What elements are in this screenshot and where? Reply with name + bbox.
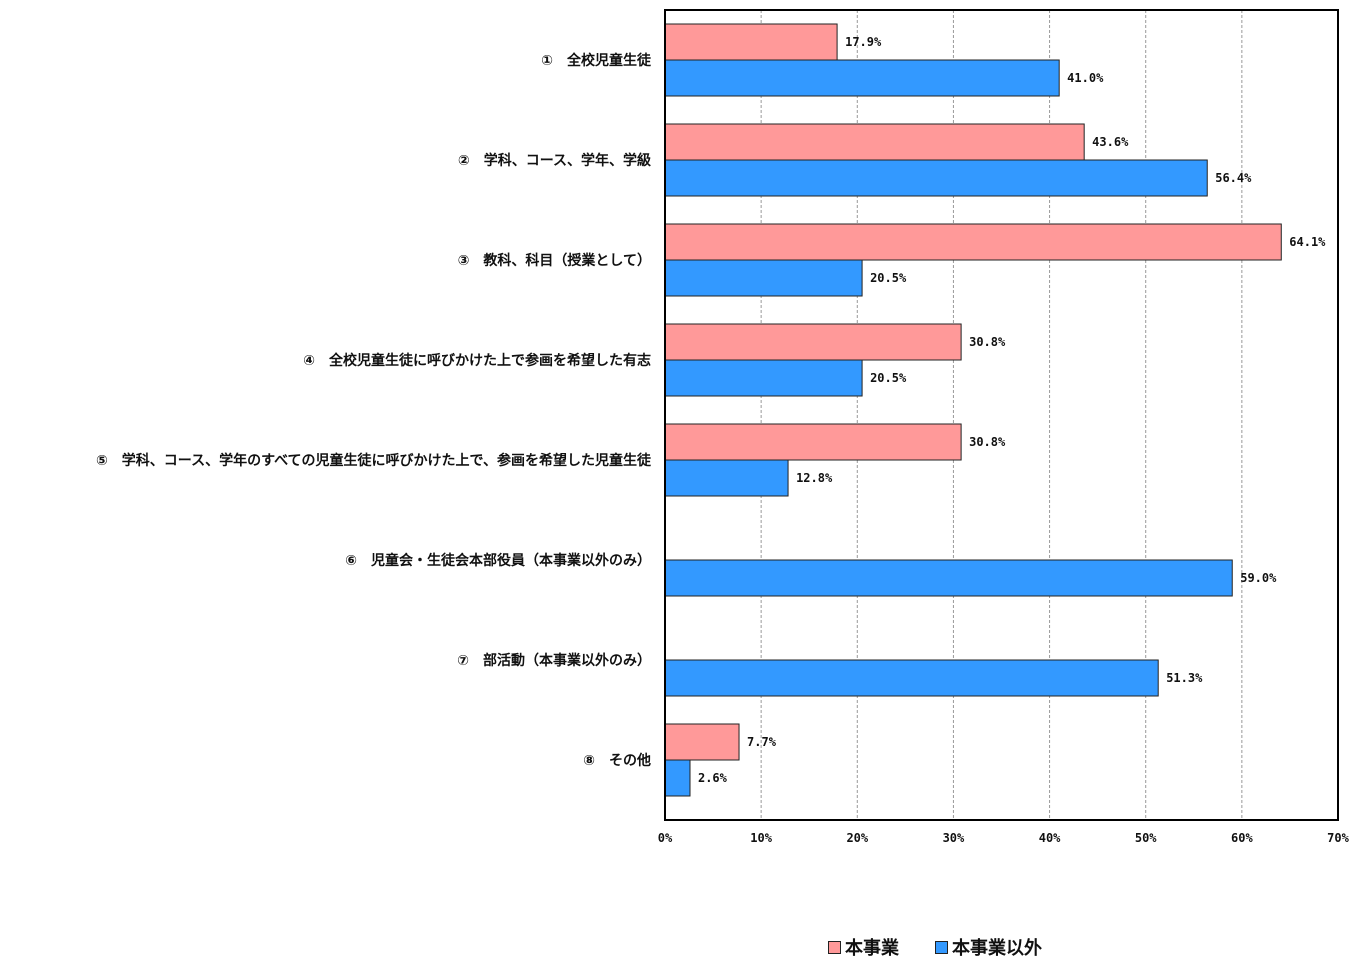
legend-label: 本事業以外 — [952, 938, 1042, 959]
category-label: ④ 全校児童生徒に呼びかけた上で参画を希望した有志 — [303, 352, 651, 369]
legend-item-series-2: 本事業以外 — [935, 934, 1042, 960]
bar-series-2 — [664, 159, 1208, 197]
category-label: ⑥ 児童会・生徒会本部役員（本事業以外のみ） — [345, 552, 651, 569]
data-label: 20.5% — [870, 271, 907, 285]
bar-series-2 — [664, 359, 863, 397]
bar-series-1 — [664, 323, 962, 361]
bar-series-2 — [664, 59, 1060, 97]
category-label: ⑤ 学科、コース、学年のすべての児童生徒に呼びかけた上で、参画を希望した児童生徒 — [96, 452, 652, 469]
x-tick-label: 10% — [750, 831, 772, 845]
bar-series-1 — [664, 423, 962, 461]
data-label: 20.5% — [870, 371, 907, 385]
legend-item-series-1: 本事業 — [828, 934, 899, 960]
plot-area-frame — [664, 9, 1339, 821]
bar-series-1 — [664, 723, 740, 761]
x-tick-label: 40% — [1039, 831, 1061, 845]
bar-series-2 — [664, 259, 863, 297]
bar-series-2 — [664, 659, 1159, 697]
legend: 本事業 本事業以外 — [828, 934, 1042, 960]
x-tick-label: 0% — [658, 831, 673, 845]
bar-series-2 — [664, 559, 1233, 597]
x-tick-label: 50% — [1135, 831, 1157, 845]
x-tick-label: 20% — [846, 831, 868, 845]
bar-series-2 — [664, 759, 691, 797]
data-label: 56.4% — [1215, 171, 1252, 185]
bar-series-1 — [664, 23, 838, 61]
legend-swatch-icon — [935, 940, 948, 954]
x-tick-label: 70% — [1327, 831, 1349, 845]
category-labels: ① 全校児童生徒 ② 学科、コース、学年、学級 ③ 教科、科目（授業として） ④ 全校… — [96, 52, 652, 769]
x-tick-label: 60% — [1231, 831, 1253, 845]
bar-series-1 — [664, 123, 1085, 161]
data-label: 30.8% — [969, 435, 1006, 449]
data-label: 7.7% — [747, 735, 777, 749]
category-label: ① 全校児童生徒 — [541, 52, 652, 69]
bar-series-2 — [664, 459, 789, 497]
x-tick-label: 30% — [943, 831, 965, 845]
data-label: 41.0% — [1067, 71, 1104, 85]
bars — [664, 23, 1282, 797]
category-label: ③ 教科、科目（授業として） — [458, 252, 651, 269]
data-label: 51.3% — [1166, 671, 1203, 685]
category-label: ⑧ その他 — [583, 752, 651, 769]
value-labels: 17.9% 41.0% 43.6% 56.4% 64.1% 20.5% 30.8% 20.5%… — [698, 35, 1326, 785]
data-label: 30.8% — [969, 335, 1006, 349]
legend-label: 本事業 — [845, 938, 899, 959]
category-label: ② 学科、コース、学年、学級 — [458, 152, 651, 169]
data-label: 64.1% — [1289, 235, 1326, 249]
data-label: 12.8% — [796, 471, 833, 485]
data-label: 2.6% — [698, 771, 728, 785]
bar-series-1 — [664, 223, 1282, 261]
data-label: 43.6% — [1092, 135, 1129, 149]
category-label: ⑦ 部活動（本事業以外のみ） — [457, 652, 651, 669]
x-axis-ticks: 0% 10% 20% 30% 40% 50% 60% 70% — [658, 831, 1350, 845]
data-label: 17.9% — [845, 35, 882, 49]
data-label: 59.0% — [1240, 571, 1277, 585]
legend-swatch-icon — [828, 940, 841, 954]
